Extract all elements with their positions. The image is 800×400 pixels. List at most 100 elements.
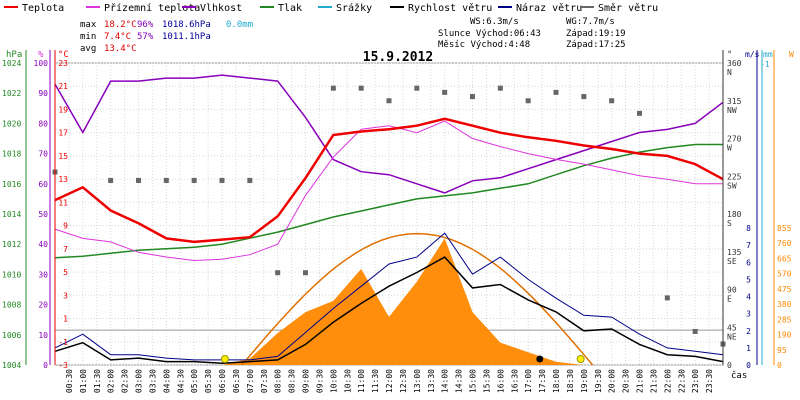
sunset-marker [576,355,585,363]
tick-x: 06:30 [232,369,241,393]
tick-deg-label: N [727,68,732,77]
point-smer-vetru [386,98,392,104]
point-smer-vetru [136,177,141,183]
axis-c-title: °C [58,50,69,60]
tick-pct: 50 [38,210,48,219]
tick-deg-label: E [727,295,732,304]
point-smer-vetru [108,177,114,183]
axis-mm-title: mm [763,50,773,59]
series-tlak [54,143,723,259]
tick-w: 190 [777,331,792,340]
tick-x: 12:30 [399,369,408,393]
tick-deg: 270 [727,135,742,144]
tick-deg-label: SE [727,257,737,266]
point-smer-vetru [358,85,364,91]
legend-label: Tlak [278,3,302,14]
tick-c: 9 [63,222,68,231]
tick-c: 1 [63,315,68,324]
tick-x: 17:30 [538,369,547,393]
stat-avg-temp: 13.4°C [104,44,137,54]
stat-min-press: 1011.1hPa [162,32,211,42]
point-smer-vetru [191,177,197,183]
tick-w: 665 [777,254,792,263]
series-rychlost-vetru [54,256,724,365]
tick-deg: 360 [727,59,742,68]
tick-x: 22:30 [677,369,686,393]
tick-hpa: 1022 [2,89,21,98]
stat-sun-set: Západ:19:19 [566,29,626,39]
legend-label: Vlhkost [200,3,242,14]
tick-x: 10:00 [329,369,338,393]
tick-pct: 30 [38,270,48,279]
tick-c: 17 [58,129,68,138]
tick-c: 3 [63,291,68,300]
tick-ms: 2 [746,327,751,336]
tick-ms: 7 [746,241,751,250]
tick-c: 11 [58,198,68,207]
tick-hpa: 1014 [2,210,21,219]
tick-w: 570 [777,270,792,279]
tick-pct: 100 [34,59,49,68]
tick-c: 21 [58,82,68,91]
tick-w: 95 [777,346,787,355]
point-smer-vetru [219,177,225,183]
axis-ms-top: -1 [760,60,770,69]
stats-panel: max 18.2°C 96% 1018.6hPa 0.0mm min 7.4°C 57% 101… [80,17,626,54]
legend-label: Teplota [22,3,64,14]
tick-x: 16:00 [496,369,505,393]
tick-x: 06:00 [218,369,227,393]
tick-hpa: 1012 [2,240,21,249]
stat-moon-set: Západ:17:25 [566,40,626,50]
axis-pct-title: % [38,50,44,60]
tick-deg-label: NW [727,106,737,115]
tick-ms: 0 [746,361,751,370]
tick-x: 23:30 [705,369,714,393]
stat-moon: Měsíc Východ:4:48 [438,40,530,50]
stat-max-rain: 0.0mm [226,20,253,30]
tick-w: 285 [777,315,792,324]
tick-pct: 10 [38,331,48,340]
tick-x: 13:30 [427,369,436,393]
point-smer-vetru [637,110,642,116]
tick-x: 07:00 [246,369,255,393]
tick-x: 14:00 [441,369,450,393]
point-smer-vetru [275,270,281,276]
tick-ms: 1 [746,344,751,353]
tick-x: 19:00 [580,369,589,393]
tick-w: 760 [777,239,792,248]
stat-ws: WS:6.3m/s [470,17,519,27]
series-teplota [54,117,724,244]
tick-x: 02:00 [107,369,116,393]
tick-x: 02:30 [121,369,130,393]
tick-w: 855 [777,224,792,233]
stat-label: max [80,20,97,30]
tick-w: 475 [777,285,792,294]
tick-x: 03:30 [148,369,157,393]
tick-x: 00:30 [65,369,74,393]
series-solar-theoretical [241,232,594,366]
tick-deg-label: W [727,144,732,153]
axis-ms-title: m/s [745,50,760,59]
tick-x: 08:00 [274,369,283,393]
tick-x: 10:30 [343,369,352,393]
tick-pct: 90 [38,89,48,98]
tick-deg: 180 [727,210,742,219]
point-smer-vetru [664,295,670,301]
point-smer-vetru [609,98,615,104]
tick-ms: 8 [746,224,751,233]
tick-x: 01:00 [79,369,88,393]
tick-x: 01:30 [93,369,102,393]
tick-ms: 5 [746,275,751,284]
point-smer-vetru [163,177,169,183]
series-solar-area [55,238,723,365]
tick-c: -3 [58,361,68,370]
legend-label: Přízemní teplota [104,2,200,14]
tick-pct: 80 [38,119,48,128]
tick-hpa: 1024 [2,59,21,68]
tick-x: 20:00 [608,369,617,393]
stat-min-hum: 57% [137,32,154,42]
chart-title: 15.9.2012 [363,50,433,65]
point-smer-vetru [497,85,503,91]
tick-deg: 45 [727,323,737,332]
